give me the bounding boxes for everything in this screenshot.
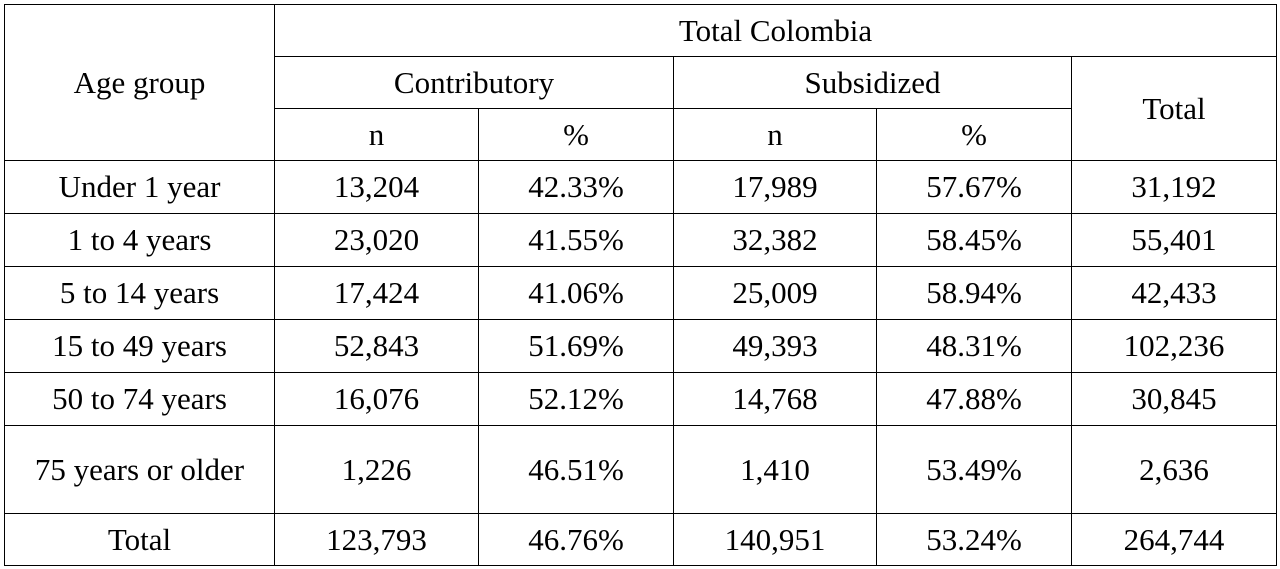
cell-contributory-n: 52,843 <box>274 319 479 373</box>
header-subsidized-n: n <box>673 108 877 161</box>
table-row: 1 to 4 years 23,020 41.55% 32,382 58.45%… <box>4 213 1278 267</box>
header-subsidized-pct: % <box>876 108 1072 161</box>
cell-contributory-n: 13,204 <box>274 160 479 214</box>
cell-subsidized-n: 25,009 <box>673 266 877 320</box>
cell-subsidized-pct: 58.45% <box>876 213 1072 267</box>
cell-age: 5 to 14 years <box>4 266 275 320</box>
header-total-colombia: Total Colombia <box>273 4 1278 57</box>
table-row: 50 to 74 years 16,076 52.12% 14,768 47.8… <box>4 372 1278 426</box>
cell-contributory-pct: 41.06% <box>478 266 674 320</box>
cell-subsidized-n: 32,382 <box>673 213 877 267</box>
cell-contributory-pct: 41.55% <box>478 213 674 267</box>
cell-subsidized-n: 140,951 <box>673 513 877 566</box>
table-row: 75 years or older 1,226 46.51% 1,410 53.… <box>4 425 1278 514</box>
cell-contributory-pct: 46.51% <box>478 425 674 514</box>
cell-contributory-pct: 52.12% <box>478 372 674 426</box>
cell-age: Total <box>4 513 275 566</box>
cell-total: 42,433 <box>1070 266 1278 320</box>
header-age-group: Age group <box>4 4 275 161</box>
table-row: Under 1 year 13,204 42.33% 17,989 57.67%… <box>4 160 1278 214</box>
cell-total: 264,744 <box>1070 513 1278 566</box>
cell-contributory-pct: 46.76% <box>478 513 674 566</box>
cell-age: 1 to 4 years <box>4 213 275 267</box>
header-total: Total <box>1070 56 1278 161</box>
cell-subsidized-n: 17,989 <box>673 160 877 214</box>
cell-age: 50 to 74 years <box>4 372 275 426</box>
cell-total: 55,401 <box>1070 213 1278 267</box>
cell-subsidized-pct: 57.67% <box>876 160 1072 214</box>
cell-age: Under 1 year <box>4 160 275 214</box>
header-row-1: Age group Total Colombia <box>4 4 1278 161</box>
age-group-table: Age group Total Colombia Contributory Su… <box>4 4 1278 566</box>
header-contributory: Contributory <box>274 56 674 109</box>
cell-subsidized-pct: 53.24% <box>876 513 1072 566</box>
cell-age: 15 to 49 years <box>4 319 275 373</box>
cell-contributory-n: 1,226 <box>274 425 479 514</box>
cell-subsidized-n: 49,393 <box>673 319 877 373</box>
header-contributory-n: n <box>274 108 479 161</box>
table-row: 5 to 14 years 17,424 41.06% 25,009 58.94… <box>4 266 1278 320</box>
cell-age: 75 years or older <box>4 425 275 514</box>
cell-subsidized-n: 14,768 <box>673 372 877 426</box>
cell-total: 31,192 <box>1070 160 1278 214</box>
table-row: 15 to 49 years 52,843 51.69% 49,393 48.3… <box>4 319 1278 373</box>
cell-contributory-n: 123,793 <box>274 513 479 566</box>
cell-subsidized-pct: 58.94% <box>876 266 1072 320</box>
cell-subsidized-pct: 53.49% <box>876 425 1072 514</box>
cell-contributory-n: 16,076 <box>274 372 479 426</box>
cell-subsidized-pct: 47.88% <box>876 372 1072 426</box>
cell-contributory-n: 17,424 <box>274 266 479 320</box>
cell-subsidized-pct: 48.31% <box>876 319 1072 373</box>
cell-contributory-pct: 51.69% <box>478 319 674 373</box>
cell-subsidized-n: 1,410 <box>673 425 877 514</box>
cell-total: 2,636 <box>1070 425 1278 514</box>
header-subsidized: Subsidized <box>673 56 1072 109</box>
cell-total: 102,236 <box>1070 319 1278 373</box>
header-row-2: Contributory Subsidized Total <box>5 56 1278 161</box>
total-row: Total 123,793 46.76% 140,951 53.24% 264,… <box>4 513 1278 566</box>
header-contributory-pct: % <box>478 108 674 161</box>
cell-total: 30,845 <box>1070 372 1278 426</box>
cell-contributory-pct: 42.33% <box>478 160 674 214</box>
cell-contributory-n: 23,020 <box>274 213 479 267</box>
